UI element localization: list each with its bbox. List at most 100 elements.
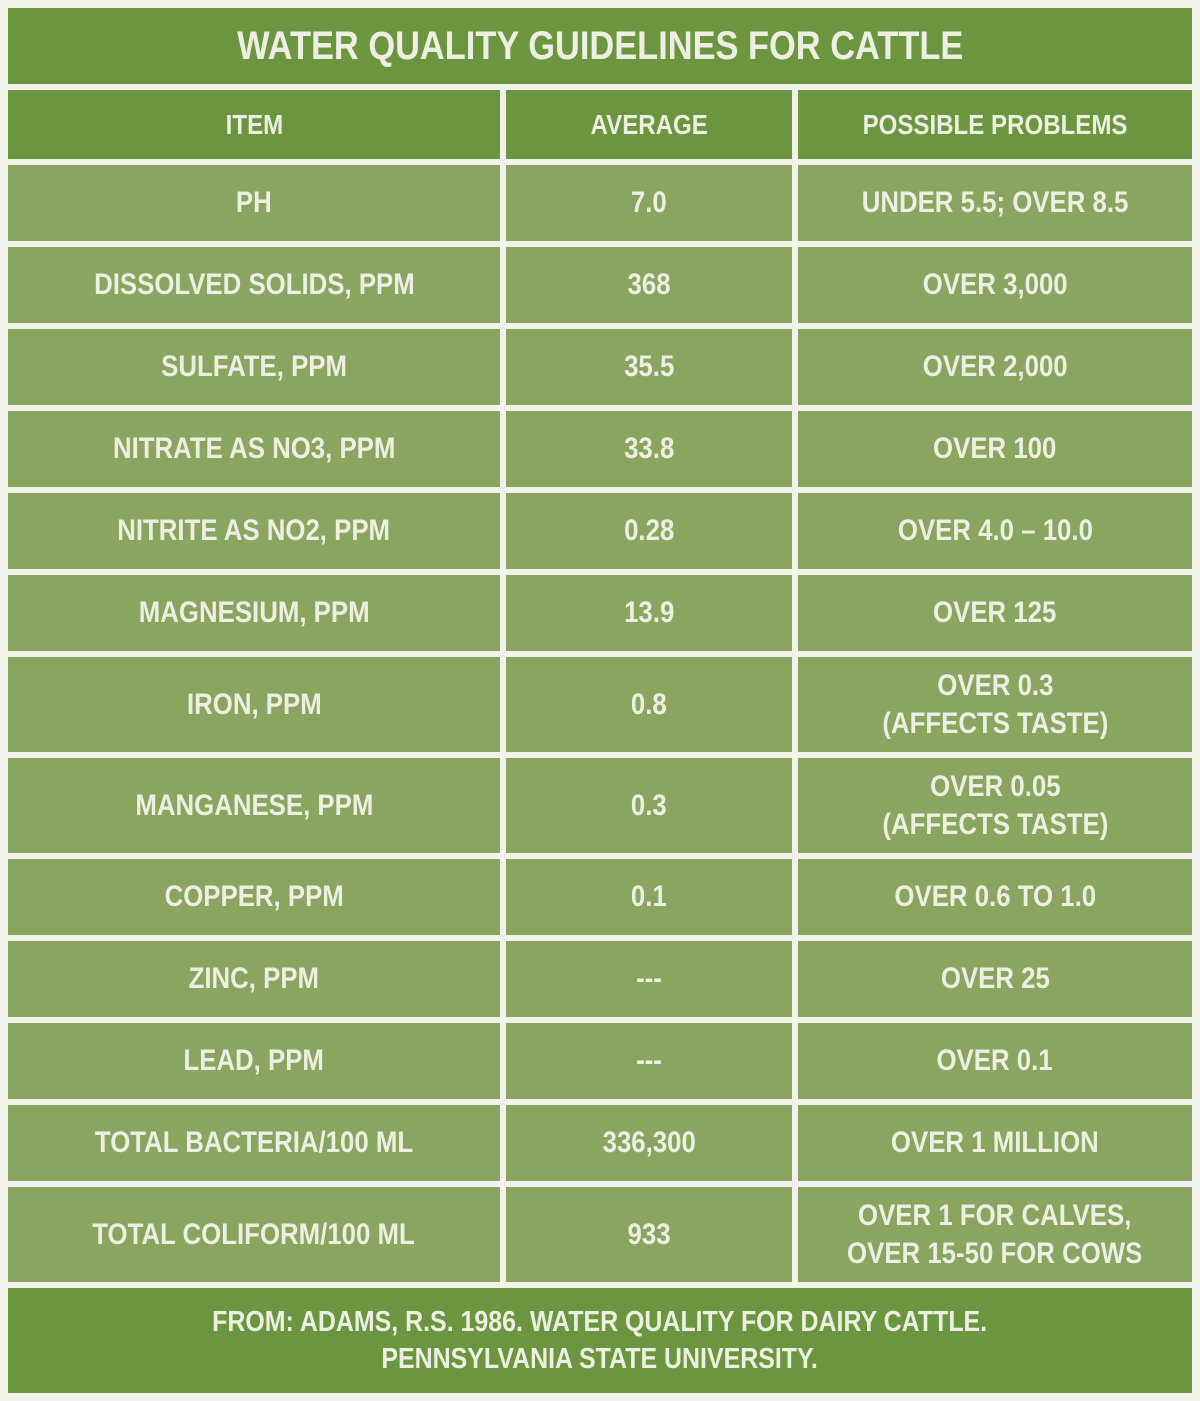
item-cell-text: TOTAL BACTERIA/100 ML: [94, 1126, 414, 1160]
average-cell-text: 933: [627, 1217, 671, 1251]
average-cell: 0.3: [506, 758, 792, 853]
problems-cell-text: OVER 0.3 (AFFECTS TASTE): [882, 669, 1108, 740]
average-cell: 7.0: [506, 165, 792, 241]
average-cell: ---: [506, 941, 792, 1017]
problems-cell: OVER 4.0 – 10.0: [798, 493, 1192, 569]
table-source-band: FROM: ADAMS, R.S. 1986. WATER QUALITY FO…: [8, 1288, 1192, 1393]
column-header-item: ITEM: [8, 90, 500, 159]
problems-cell: OVER 0.1: [798, 1023, 1192, 1099]
average-cell-text: 0.8: [631, 687, 667, 721]
average-cell: 368: [506, 247, 792, 323]
average-cell-text: 13.9: [623, 596, 675, 630]
average-cell: 0.28: [506, 493, 792, 569]
average-cell: 13.9: [506, 575, 792, 651]
problems-cell: OVER 25: [798, 941, 1192, 1017]
item-cell: SULFATE, PPM: [8, 329, 500, 405]
item-cell: DISSOLVED SOLIDS, PPM: [8, 247, 500, 323]
table-row: LEAD, PPM --- OVER 0.1: [8, 1023, 1192, 1099]
item-cell: MANGANESE, PPM: [8, 758, 500, 853]
problems-cell-text: OVER 100: [933, 432, 1057, 466]
problems-cell-text: OVER 2,000: [922, 350, 1068, 384]
problems-cell-text: OVER 1 FOR CALVES, OVER 15-50 FOR COWS: [847, 1199, 1143, 1270]
average-cell-text: ---: [636, 1044, 662, 1078]
item-cell: TOTAL COLIFORM/100 ML: [8, 1187, 500, 1282]
column-header-item-label: ITEM: [225, 109, 283, 140]
item-cell: MAGNESIUM, PPM: [8, 575, 500, 651]
problems-cell-text: OVER 0.6 TO 1.0: [894, 880, 1096, 914]
problems-cell-text: OVER 1 MILLION: [891, 1126, 1099, 1160]
table-row: SULFATE, PPM 35.5 OVER 2,000: [8, 329, 1192, 405]
problems-cell: OVER 1 MILLION: [798, 1105, 1192, 1181]
average-cell-text: 33.8: [623, 432, 675, 466]
average-cell: 35.5: [506, 329, 792, 405]
table-source-text: FROM: ADAMS, R.S. 1986. WATER QUALITY FO…: [212, 1306, 988, 1375]
item-cell-text: MAGNESIUM, PPM: [138, 596, 370, 630]
table-row: TOTAL BACTERIA/100 ML 336,300 OVER 1 MIL…: [8, 1105, 1192, 1181]
item-cell-text: TOTAL COLIFORM/100 ML: [92, 1217, 416, 1251]
item-cell-text: NITRITE AS NO2, PPM: [117, 514, 391, 548]
average-cell-text: 7.0: [631, 186, 667, 220]
table-row: COPPER, PPM 0.1 OVER 0.6 TO 1.0: [8, 859, 1192, 935]
table-row: IRON, PPM 0.8 OVER 0.3 (AFFECTS TASTE): [8, 657, 1192, 752]
item-cell: PH: [8, 165, 500, 241]
item-cell-text: SULFATE, PPM: [161, 350, 347, 384]
item-cell: NITRITE AS NO2, PPM: [8, 493, 500, 569]
problems-cell: OVER 0.6 TO 1.0: [798, 859, 1192, 935]
item-cell-text: COPPER, PPM: [164, 880, 344, 914]
average-cell: 0.8: [506, 657, 792, 752]
problems-cell-text: OVER 4.0 – 10.0: [897, 514, 1093, 548]
problems-cell: OVER 0.05 (AFFECTS TASTE): [798, 758, 1192, 853]
item-cell: COPPER, PPM: [8, 859, 500, 935]
item-cell: LEAD, PPM: [8, 1023, 500, 1099]
problems-cell: OVER 1 FOR CALVES, OVER 15-50 FOR COWS: [798, 1187, 1192, 1282]
table-header-row: ITEM AVERAGE POSSIBLE PROBLEMS: [8, 90, 1192, 159]
problems-cell: OVER 0.3 (AFFECTS TASTE): [798, 657, 1192, 752]
table-row: NITRITE AS NO2, PPM 0.28 OVER 4.0 – 10.0: [8, 493, 1192, 569]
average-cell: 933: [506, 1187, 792, 1282]
item-cell-text: MANGANESE, PPM: [135, 788, 373, 822]
problems-cell-text: OVER 3,000: [922, 268, 1068, 302]
column-header-problems: POSSIBLE PROBLEMS: [798, 90, 1192, 159]
column-header-average-label: AVERAGE: [590, 109, 708, 140]
problems-cell: OVER 3,000: [798, 247, 1192, 323]
average-cell-text: 0.28: [623, 514, 675, 548]
table-row: PH 7.0 UNDER 5.5; OVER 8.5: [8, 165, 1192, 241]
problems-cell-text: UNDER 5.5; OVER 8.5: [861, 186, 1129, 220]
item-cell: TOTAL BACTERIA/100 ML: [8, 1105, 500, 1181]
item-cell-text: ZINC, PPM: [188, 962, 320, 996]
problems-cell: OVER 2,000: [798, 329, 1192, 405]
average-cell: 336,300: [506, 1105, 792, 1181]
problems-cell: OVER 100: [798, 411, 1192, 487]
average-cell-text: 0.1: [631, 880, 667, 914]
average-cell-text: ---: [636, 962, 662, 996]
average-cell-text: 35.5: [623, 350, 675, 384]
table-row: ZINC, PPM --- OVER 25: [8, 941, 1192, 1017]
average-cell-text: 336,300: [602, 1126, 696, 1160]
problems-cell: OVER 125: [798, 575, 1192, 651]
item-cell: NITRATE AS NO3, PPM: [8, 411, 500, 487]
problems-cell: UNDER 5.5; OVER 8.5: [798, 165, 1192, 241]
average-cell: 33.8: [506, 411, 792, 487]
item-cell-text: LEAD, PPM: [183, 1044, 325, 1078]
item-cell-text: DISSOLVED SOLIDS, PPM: [93, 268, 415, 302]
item-cell: IRON, PPM: [8, 657, 500, 752]
column-header-problems-label: POSSIBLE PROBLEMS: [862, 109, 1128, 140]
average-cell-text: 0.3: [631, 788, 667, 822]
table-row: MAGNESIUM, PPM 13.9 OVER 125: [8, 575, 1192, 651]
item-cell: ZINC, PPM: [8, 941, 500, 1017]
table-title: WATER QUALITY GUIDELINES FOR CATTLE: [236, 24, 964, 68]
problems-cell-text: OVER 0.05 (AFFECTS TASTE): [882, 770, 1108, 841]
problems-cell-text: OVER 25: [940, 962, 1050, 996]
problems-cell-text: OVER 125: [933, 596, 1057, 630]
table-row: NITRATE AS NO3, PPM 33.8 OVER 100: [8, 411, 1192, 487]
average-cell-text: 368: [627, 268, 671, 302]
column-header-average: AVERAGE: [506, 90, 792, 159]
table-row: TOTAL COLIFORM/100 ML 933 OVER 1 FOR CAL…: [8, 1187, 1192, 1282]
average-cell: ---: [506, 1023, 792, 1099]
item-cell-text: IRON, PPM: [186, 687, 322, 721]
table-row: MANGANESE, PPM 0.3 OVER 0.05 (AFFECTS TA…: [8, 758, 1192, 853]
problems-cell-text: OVER 0.1: [936, 1044, 1054, 1078]
item-cell-text: PH: [236, 186, 272, 220]
table-row: DISSOLVED SOLIDS, PPM 368 OVER 3,000: [8, 247, 1192, 323]
